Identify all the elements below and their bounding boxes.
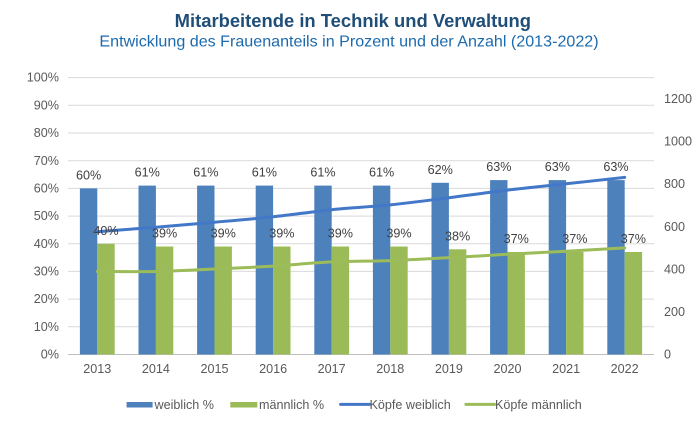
svg-text:2013: 2013 bbox=[83, 362, 111, 376]
svg-text:800: 800 bbox=[664, 177, 685, 191]
svg-text:40%: 40% bbox=[34, 237, 59, 251]
svg-text:0%: 0% bbox=[41, 348, 59, 362]
svg-text:Köpfe weiblich: Köpfe weiblich bbox=[370, 398, 451, 412]
svg-text:70%: 70% bbox=[34, 154, 59, 168]
svg-text:2022: 2022 bbox=[611, 362, 639, 376]
svg-text:39%: 39% bbox=[328, 227, 353, 241]
svg-text:männlich %: männlich % bbox=[259, 398, 324, 412]
svg-text:39%: 39% bbox=[211, 227, 236, 241]
svg-text:62%: 62% bbox=[428, 163, 453, 177]
svg-text:Köpfe männlich: Köpfe männlich bbox=[495, 398, 582, 412]
svg-text:60%: 60% bbox=[34, 182, 59, 196]
svg-text:200: 200 bbox=[664, 305, 685, 319]
svg-text:10%: 10% bbox=[34, 320, 59, 334]
svg-text:600: 600 bbox=[664, 220, 685, 234]
svg-text:2017: 2017 bbox=[318, 362, 346, 376]
svg-text:39%: 39% bbox=[269, 227, 294, 241]
svg-text:400: 400 bbox=[664, 262, 685, 276]
svg-text:30%: 30% bbox=[34, 265, 59, 279]
svg-text:2014: 2014 bbox=[142, 362, 170, 376]
svg-text:61%: 61% bbox=[193, 166, 218, 180]
svg-text:63%: 63% bbox=[545, 160, 570, 174]
svg-text:90%: 90% bbox=[34, 98, 59, 112]
svg-text:60%: 60% bbox=[76, 169, 101, 183]
svg-text:37%: 37% bbox=[562, 232, 587, 246]
svg-text:63%: 63% bbox=[486, 160, 511, 174]
svg-text:37%: 37% bbox=[504, 232, 529, 246]
svg-text:1200: 1200 bbox=[664, 92, 692, 106]
svg-text:20%: 20% bbox=[34, 292, 59, 306]
svg-text:Mitarbeitende in Technik und V: Mitarbeitende in Technik und Verwaltung bbox=[175, 10, 531, 31]
svg-text:40%: 40% bbox=[93, 224, 118, 238]
svg-text:37%: 37% bbox=[621, 232, 646, 246]
svg-text:2021: 2021 bbox=[552, 362, 580, 376]
svg-text:38%: 38% bbox=[445, 229, 470, 243]
svg-text:39%: 39% bbox=[386, 227, 411, 241]
svg-text:63%: 63% bbox=[603, 160, 628, 174]
svg-text:2015: 2015 bbox=[200, 362, 228, 376]
svg-text:61%: 61% bbox=[135, 166, 160, 180]
svg-text:61%: 61% bbox=[252, 166, 277, 180]
svg-text:2019: 2019 bbox=[435, 362, 463, 376]
svg-text:2020: 2020 bbox=[493, 362, 521, 376]
svg-text:weiblich %: weiblich % bbox=[154, 398, 215, 412]
svg-text:2018: 2018 bbox=[376, 362, 404, 376]
svg-text:Entwicklung des Frauenanteils: Entwicklung des Frauenanteils in Prozent… bbox=[99, 33, 598, 51]
svg-text:0: 0 bbox=[664, 348, 671, 362]
svg-text:80%: 80% bbox=[34, 126, 59, 140]
svg-text:100%: 100% bbox=[27, 71, 59, 85]
svg-text:2016: 2016 bbox=[259, 362, 287, 376]
svg-text:39%: 39% bbox=[152, 227, 177, 241]
svg-text:1000: 1000 bbox=[664, 135, 692, 149]
svg-text:61%: 61% bbox=[310, 166, 335, 180]
svg-text:61%: 61% bbox=[369, 166, 394, 180]
svg-text:50%: 50% bbox=[34, 209, 59, 223]
